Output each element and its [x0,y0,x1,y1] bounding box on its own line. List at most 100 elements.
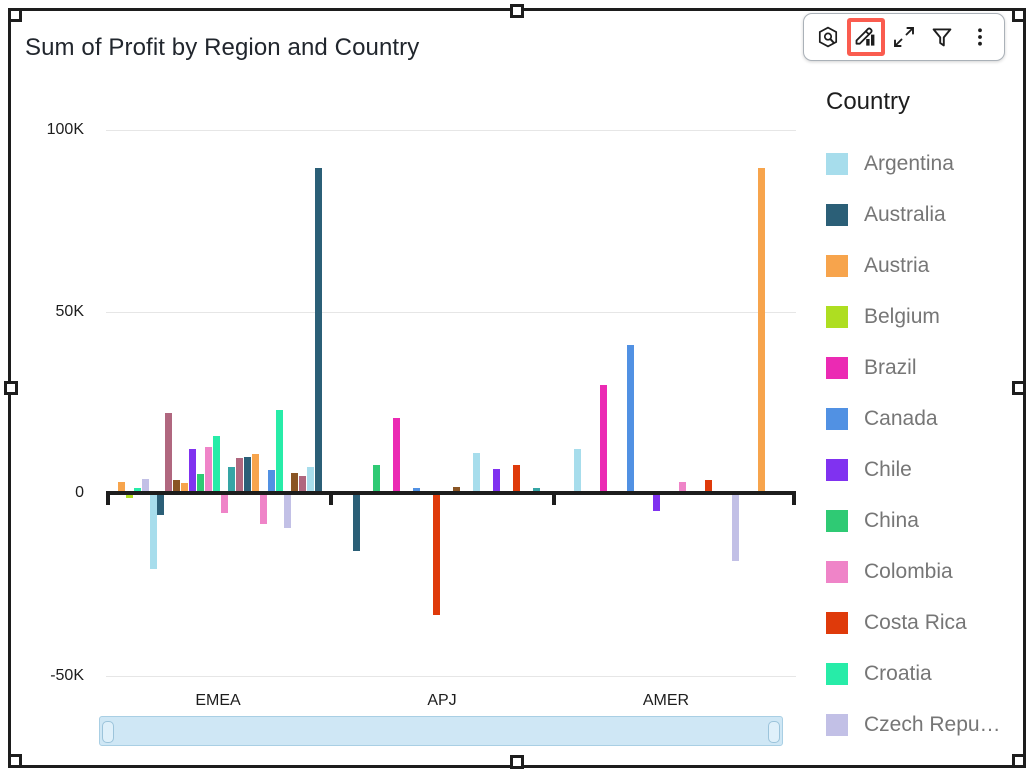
y-tick-label: 100K [46,121,84,138]
bar[interactable] [244,457,252,491]
x-axis-label-emea: EMEA [195,692,241,709]
bar[interactable] [493,469,500,491]
bar[interactable] [433,495,440,615]
bar[interactable] [157,495,165,515]
horizontal-range-slider[interactable] [99,716,783,746]
bar[interactable] [220,495,228,514]
bar[interactable] [626,345,634,491]
axis-tick-left [106,491,110,505]
legend-item[interactable]: Colombia [826,546,1026,597]
bar[interactable] [212,435,220,491]
legend-item[interactable]: China [826,495,1026,546]
legend-item-label: China [864,508,919,532]
resize-handle-bottom-right[interactable] [1012,754,1026,768]
legend-swatch [826,254,848,277]
bar[interactable] [149,495,157,570]
legend-item[interactable]: Argentina [826,138,1026,189]
bar[interactable] [307,467,315,491]
bar[interactable] [679,482,686,491]
bar[interactable] [652,495,660,511]
legend-title: Country [826,88,911,115]
bar[interactable] [188,449,196,491]
legend-swatch [826,560,848,583]
bar[interactable] [125,495,133,498]
resize-handle-top-right[interactable] [1012,8,1026,22]
bar[interactable] [574,448,581,491]
y-tick-label: -50K [50,667,84,684]
visual-toolbar[interactable] [803,13,1005,61]
bar[interactable] [393,418,400,491]
legend-item-label: Argentina [864,151,954,175]
bar[interactable] [259,495,267,525]
legend-swatch [826,356,848,379]
bar[interactable] [705,480,713,491]
bar[interactable] [299,475,307,491]
chart-plot-area: 100K 50K 0 -50K EMEA APJ AMER [18,95,798,715]
bar[interactable] [173,480,181,491]
bar[interactable] [513,464,520,491]
legend-swatch [826,203,848,226]
bar[interactable] [533,487,540,491]
bar[interactable] [291,472,299,491]
resize-handle-top-center[interactable] [510,4,524,18]
legend-item[interactable]: Costa Rica [826,597,1026,648]
legend-swatch [826,407,848,430]
resize-handle-middle-left[interactable] [4,381,18,395]
bar[interactable] [118,482,125,491]
slider-handle-right[interactable] [768,721,780,743]
legend-swatch [826,662,848,685]
bar[interactable] [600,385,608,491]
bar[interactable] [141,478,149,491]
legend-item[interactable]: Canada [826,393,1026,444]
bar[interactable] [453,487,460,491]
expand-icon[interactable] [885,18,923,56]
bar[interactable] [252,454,260,491]
more-options-icon[interactable] [961,18,999,56]
legend-item[interactable]: Belgium [826,291,1026,342]
legend-item[interactable]: Czech Repu… [826,699,1026,750]
legend-swatch [826,713,848,736]
bar[interactable] [283,495,291,529]
bar[interactable] [315,167,323,491]
legend-item[interactable]: Chile [826,444,1026,495]
resize-handle-bottom-left[interactable] [8,754,22,768]
legend-item[interactable]: Austria [826,240,1026,291]
bar[interactable] [196,473,204,491]
legend-item[interactable]: Brazil [826,342,1026,393]
y-tick-label: 0 [75,484,84,501]
bar[interactable] [473,453,480,491]
bar[interactable] [236,458,244,491]
bar[interactable] [204,446,212,491]
legend: Country Argentina Australia Austria Belgium… [826,88,1026,750]
gridline-50k [106,312,796,313]
bar[interactable] [731,495,739,562]
bar[interactable] [267,469,275,491]
resize-handle-top-left[interactable] [8,8,22,22]
bar[interactable] [757,167,765,491]
resize-handle-middle-right[interactable] [1012,381,1026,395]
legend-swatch [826,509,848,532]
bar[interactable] [373,465,380,491]
bar[interactable] [413,487,420,491]
legend-item-label: Czech Repu… [864,712,1001,736]
resize-handle-bottom-center[interactable] [510,755,524,769]
legend-item-label: Costa Rica [864,610,967,634]
selected-visual-frame[interactable] [8,8,1026,768]
bar[interactable] [353,495,360,552]
bar[interactable] [228,466,236,491]
insight-icon[interactable] [809,18,847,56]
legend-swatch [826,611,848,634]
filter-icon[interactable] [923,18,961,56]
bar[interactable] [133,488,141,491]
legend-item[interactable]: Australia [826,189,1026,240]
legend-item-label: Austria [864,253,930,277]
legend-item[interactable]: Croatia [826,648,1026,699]
bar[interactable] [275,410,283,491]
legend-item-label: Chile [864,457,912,481]
bar[interactable] [165,412,173,491]
x-axis-label-apj: APJ [427,692,457,709]
bar[interactable] [181,483,189,491]
slider-handle-left[interactable] [102,721,114,743]
edit-chart-icon[interactable] [847,18,885,56]
axis-tick-apj-amer [552,491,556,505]
